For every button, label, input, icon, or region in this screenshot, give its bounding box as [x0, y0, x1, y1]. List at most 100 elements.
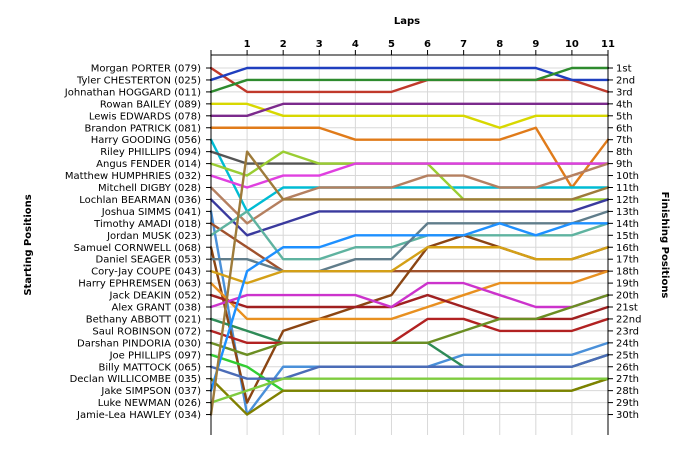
series-line	[209, 150, 610, 165]
finish-position-label: 20th	[616, 291, 639, 302]
driver-name-label: Lewis EDWARDS (078)	[89, 111, 201, 122]
finish-position-label: 13th	[616, 207, 639, 218]
lap-tick-label: 1	[244, 39, 251, 50]
finish-position-label: 14th	[616, 219, 639, 230]
finish-position-label: 25th	[616, 350, 639, 361]
driver-name-label: Rowan BAILEY (089)	[100, 99, 201, 110]
driver-name-label: Samuel CORNWELL (068)	[74, 243, 201, 254]
finish-position-label: 15th	[616, 231, 639, 242]
lap-tick-label: 4	[352, 39, 359, 50]
finish-position-label: 11th	[616, 183, 639, 194]
finish-position-label: 17th	[616, 255, 639, 266]
driver-name-label: Lochlan BEARMAN (036)	[79, 195, 201, 206]
finish-position-label: 19th	[616, 279, 639, 290]
finish-position-label: 10th	[616, 171, 639, 182]
lap-tick-label: 10	[565, 39, 579, 50]
finish-position-label: 27th	[616, 374, 639, 385]
driver-name-label: Bethany ABBOTT (021)	[86, 314, 201, 325]
finish-position-label: 21st	[616, 303, 638, 314]
series-line	[209, 150, 610, 416]
series-line	[209, 198, 610, 237]
driver-name-label: Cory-Jay COUPE (043)	[91, 267, 201, 278]
finish-position-label: 12th	[616, 195, 639, 206]
finish-position-label: 23rd	[616, 326, 639, 337]
finish-position-label: 16th	[616, 243, 639, 254]
driver-name-label: Jack DEAKIN (052)	[109, 291, 202, 302]
driver-name-label: Joshua SIMMS (041)	[101, 207, 201, 218]
driver-name-label: Declan WILLICOMBE (035)	[70, 374, 202, 385]
series-line	[209, 102, 610, 118]
finish-position-label: 26th	[616, 362, 639, 373]
driver-name-label: Harry GOODING (056)	[91, 135, 201, 146]
series-line	[209, 162, 610, 189]
series-line	[209, 269, 610, 321]
series-line	[209, 210, 610, 273]
driver-name-label: Daniel SEAGER (053)	[96, 255, 202, 266]
driver-name-label: Timothy AMADI (018)	[93, 219, 201, 230]
lap-tick-label: 6	[424, 39, 431, 50]
driver-lines	[209, 66, 610, 416]
driver-name-label: Harry EPHREMSEN (063)	[78, 279, 201, 290]
driver-name-label: Johnathan HOGGARD (011)	[64, 87, 201, 98]
series-line	[209, 102, 610, 129]
finish-position-label: 1st	[616, 64, 632, 75]
driver-name-label: Matthew HUMPHRIES (032)	[65, 171, 201, 182]
left-axis-title: Starting Positions	[23, 194, 34, 295]
right-axis-title: Finishing Positions	[659, 192, 670, 299]
series-line	[209, 317, 610, 345]
chart-title: Laps	[394, 16, 420, 27]
series-line	[209, 126, 610, 189]
series-line	[209, 293, 610, 321]
driver-name-label: Alex GRANT (038)	[112, 303, 202, 314]
series-line	[209, 222, 610, 392]
series-line	[209, 66, 610, 94]
series-line	[209, 293, 610, 356]
driver-name-label: Billy MATTOCK (065)	[98, 362, 201, 373]
driver-name-label: Angus FENDER (014)	[96, 159, 201, 170]
driver-name-label: Jake SIMPSON (037)	[100, 386, 201, 397]
driver-name-label: Morgan PORTER (079)	[91, 64, 201, 75]
driver-name-label: Brandon PATRICK (081)	[85, 123, 202, 134]
label-layer: 1 2 3 4 5 6 7 8 9 10 11 Morgan PORTER (079)Tyler CH…	[64, 39, 642, 421]
lap-tick-label: 2	[280, 39, 287, 50]
series-line	[209, 66, 610, 82]
finish-position-label: 9th	[616, 159, 633, 170]
finish-position-label: 18th	[616, 267, 639, 278]
finish-position-label: 22nd	[616, 314, 641, 325]
series-line	[209, 377, 610, 404]
series-line	[209, 66, 610, 94]
driver-name-label: Tyler CHESTERTON (025)	[76, 75, 201, 86]
finish-position-label: 3rd	[616, 87, 633, 98]
finish-position-label: 8th	[616, 147, 633, 158]
series-line	[209, 162, 610, 225]
finish-position-label: 2nd	[616, 75, 635, 86]
driver-name-label: Jamie-Lea HAWLEY (034)	[76, 410, 201, 421]
series-line	[209, 377, 610, 416]
driver-name-label: Mitchell DIGBY (028)	[98, 183, 201, 194]
finish-position-label: 4th	[616, 99, 633, 110]
driver-name-label: Jordan MUSK (023)	[106, 231, 201, 242]
lap-tick-label: 3	[316, 39, 323, 50]
finish-position-label: 30th	[616, 410, 639, 421]
driver-name-label: Darshan PINDORIA (030)	[77, 338, 201, 349]
lap-tick-label: 5	[388, 39, 395, 50]
finish-position-label: 24th	[616, 338, 639, 349]
finish-position-label: 28th	[616, 386, 639, 397]
driver-name-label: Riley PHILLIPS (094)	[100, 147, 201, 158]
series-line	[209, 353, 610, 380]
series-line	[209, 246, 610, 285]
lap-tick-label: 11	[601, 39, 615, 50]
lap-tick-label: 9	[532, 39, 539, 50]
lap-tick-label: 7	[460, 39, 467, 50]
finish-position-label: 5th	[616, 111, 633, 122]
lap-tick-label: 8	[496, 39, 503, 50]
series-line	[209, 281, 610, 309]
driver-name-label: Luke NEWMAN (026)	[98, 398, 201, 409]
finish-position-label: 29th	[616, 398, 639, 409]
finish-position-label: 6th	[616, 123, 633, 134]
driver-name-label: Saul ROBINSON (072)	[92, 326, 201, 337]
plot-frame	[206, 50, 613, 435]
finish-position-label: 7th	[616, 135, 633, 146]
